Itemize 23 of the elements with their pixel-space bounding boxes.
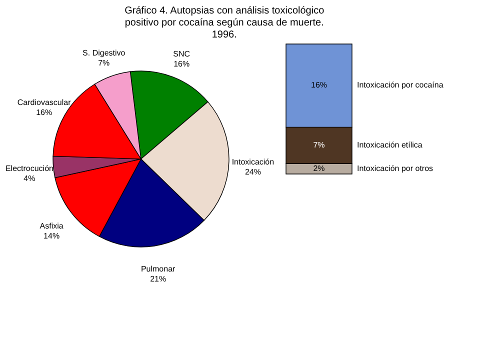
- slice-label: S. Digestivo: [82, 48, 126, 58]
- data-label: 16%: [310, 80, 328, 90]
- data-label: 7%: [98, 58, 110, 68]
- data-label: 2%: [313, 164, 325, 173]
- series-label: Intoxicación por cocaína: [357, 80, 444, 90]
- data-label: 21%: [150, 274, 166, 284]
- text: Gráfico 4. Autopsias con análisis toxicológico: [124, 6, 324, 17]
- series-label: Intoxicación por otros: [357, 164, 434, 173]
- slice-label: Cardiovascular: [17, 98, 72, 107]
- text: 1996.: [212, 30, 237, 41]
- data-label: 4%: [24, 174, 36, 184]
- data-label: 16%: [36, 108, 52, 117]
- text: positivo por cocaína según causa de muerte.: [124, 18, 324, 29]
- series-label: Intoxicación etílica: [357, 140, 423, 150]
- data-label: 16%: [174, 60, 190, 69]
- data-label: 7%: [313, 140, 325, 150]
- slice-label: Asfixia: [40, 221, 64, 230]
- slice-label: Electrocución: [5, 164, 54, 174]
- slice-label: Pulmonar: [140, 264, 176, 274]
- slice-label: Intoxicación: [232, 158, 274, 167]
- data-label: 14%: [44, 231, 60, 240]
- slice-label: SNC: [173, 50, 190, 59]
- data-label: 24%: [244, 168, 261, 177]
